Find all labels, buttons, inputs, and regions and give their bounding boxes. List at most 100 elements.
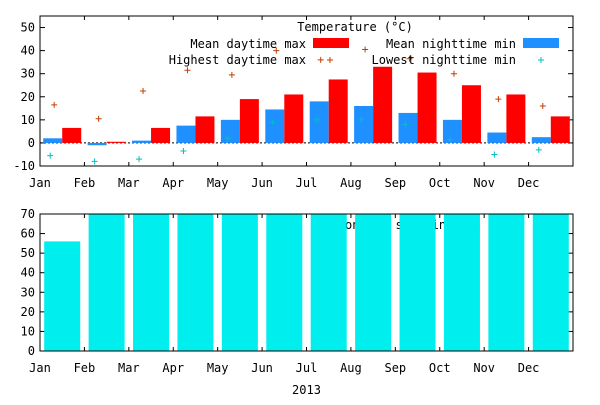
point-highest-daytime-max bbox=[95, 115, 102, 122]
y-tick-label: 20 bbox=[21, 305, 35, 319]
sunshine-chart: Monthly sunshine (h)010203040506070JanFe… bbox=[21, 207, 574, 397]
x-tick-label: Jan bbox=[29, 176, 51, 190]
point-highest-daytime-max bbox=[539, 103, 546, 109]
bar-mean-nighttime-min bbox=[43, 138, 63, 143]
point-highest-daytime-max bbox=[140, 88, 147, 94]
bar-sunshine bbox=[399, 214, 436, 351]
y-tick-label: 40 bbox=[21, 266, 35, 280]
legend-label: Highest daytime max bbox=[169, 53, 306, 67]
plot-frame-overlay bbox=[39, 213, 574, 352]
y-tick-label: 40 bbox=[21, 44, 35, 58]
bar-mean-nighttime-min bbox=[220, 119, 240, 143]
point-lowest-nighttime-min bbox=[47, 152, 54, 159]
point-lowest-nighttime-min bbox=[446, 136, 453, 143]
temperature-chart: -10 0 10 20 30 40 50 Jan Feb Mar Apr May Jun Jul Aug Se… bbox=[13, 15, 574, 190]
x-tick-label: May bbox=[207, 361, 229, 375]
y-tick-label: 70 bbox=[21, 207, 35, 221]
bar-mean-daytime-max bbox=[506, 94, 526, 143]
x-tick-label: Dec bbox=[518, 361, 540, 375]
legend-label: Mean daytime max bbox=[190, 37, 306, 51]
x-tick-label: Feb bbox=[74, 361, 96, 375]
bar-mean-nighttime-min bbox=[132, 140, 152, 143]
bar-mean-daytime-max bbox=[151, 127, 171, 143]
bar-mean-daytime-max bbox=[284, 94, 304, 143]
y-tick-label: -10 bbox=[13, 159, 35, 173]
legend-swatch bbox=[523, 38, 559, 48]
legend-label: Lowest nighttime min bbox=[372, 53, 517, 67]
x-tick-label: Jun bbox=[251, 361, 273, 375]
bar-mean-nighttime-min bbox=[176, 125, 196, 143]
point-lowest-nighttime-min bbox=[313, 116, 320, 123]
point-highest-daytime-max bbox=[184, 67, 191, 74]
bar-mean-nighttime-min bbox=[531, 137, 551, 143]
legend-label: Mean nighttime min bbox=[386, 37, 516, 51]
point-highest-daytime-max bbox=[450, 70, 457, 77]
bar-sunshine bbox=[88, 214, 125, 351]
x-tick-label: Oct bbox=[429, 176, 451, 190]
legend: Mean daytime max Mean nighttime min Highes… bbox=[169, 37, 559, 67]
bar-mean-daytime-max bbox=[417, 72, 437, 143]
bar-mean-daytime-max bbox=[461, 85, 481, 143]
x-axis-label: 2013 bbox=[292, 383, 321, 397]
bar-mean-nighttime-min bbox=[487, 132, 507, 143]
point-highest-daytime-max bbox=[495, 96, 502, 103]
point-highest-daytime-max bbox=[362, 46, 369, 53]
x-tick-label: Mar bbox=[118, 361, 140, 375]
chart-title: Temperature (°C) bbox=[297, 20, 413, 34]
bar-sunshine bbox=[310, 214, 347, 351]
point-lowest-nighttime-min bbox=[402, 121, 409, 128]
point-highest-daytime-max bbox=[228, 71, 235, 78]
y-tick-label: 20 bbox=[21, 90, 35, 104]
x-tick-label: Mar bbox=[118, 176, 140, 190]
y-tick-label: 30 bbox=[21, 285, 35, 299]
x-tick-label: Oct bbox=[429, 361, 451, 375]
bar-mean-nighttime-min bbox=[354, 106, 374, 143]
bar-mean-daytime-max bbox=[328, 79, 348, 143]
bar-sunshine bbox=[355, 214, 392, 351]
bar-mean-nighttime-min bbox=[309, 101, 329, 143]
legend-marker bbox=[327, 57, 333, 63]
bar-sunshine bbox=[221, 214, 258, 351]
point-lowest-nighttime-min bbox=[358, 116, 365, 123]
bar-sunshine bbox=[133, 214, 170, 351]
x-tick-label: Dec bbox=[518, 176, 540, 190]
bar-sunshine bbox=[44, 241, 81, 351]
y-tick-label: 10 bbox=[21, 324, 35, 338]
bar-mean-daytime-max bbox=[62, 127, 82, 143]
y-tick-label: 0 bbox=[28, 344, 35, 358]
x-tick-label: Aug bbox=[340, 361, 362, 375]
x-tick-label: Feb bbox=[74, 176, 96, 190]
x-tick-label: Sep bbox=[384, 361, 406, 375]
y-tick-label: 50 bbox=[21, 246, 35, 260]
bar-sunshine bbox=[488, 214, 525, 351]
bar-mean-nighttime-min bbox=[265, 109, 285, 143]
x-tick-label: Jun bbox=[251, 176, 273, 190]
y-tick-label: 10 bbox=[21, 113, 35, 127]
point-highest-daytime-max bbox=[406, 55, 413, 62]
x-tick-label: May bbox=[207, 176, 229, 190]
point-lowest-nighttime-min bbox=[269, 119, 276, 126]
bar-sunshine bbox=[177, 214, 214, 351]
bar-mean-nighttime-min bbox=[398, 112, 418, 143]
point-lowest-nighttime-min bbox=[224, 135, 231, 142]
x-tick-label: Apr bbox=[162, 361, 184, 375]
y-tick-label: 50 bbox=[21, 21, 35, 35]
bar-mean-daytime-max bbox=[106, 141, 126, 143]
point-lowest-nighttime-min bbox=[180, 148, 187, 154]
bar-sunshine bbox=[443, 214, 480, 351]
point-highest-daytime-max bbox=[51, 101, 58, 108]
bar-mean-daytime-max bbox=[239, 99, 259, 143]
x-tick-label: Apr bbox=[162, 176, 184, 190]
x-tick-label: Sep bbox=[384, 176, 406, 190]
x-tick-label: Nov bbox=[473, 176, 495, 190]
bar-sunshine bbox=[266, 214, 303, 351]
bar-mean-daytime-max bbox=[550, 116, 570, 143]
x-tick-label: Jul bbox=[296, 361, 318, 375]
point-lowest-nighttime-min bbox=[91, 158, 98, 165]
x-tick-label: Jan bbox=[29, 361, 51, 375]
x-tick-label: Aug bbox=[340, 176, 362, 190]
point-highest-daytime-max bbox=[317, 56, 324, 63]
x-tick-label: Nov bbox=[473, 361, 495, 375]
bar-mean-nighttime-min bbox=[87, 142, 107, 146]
